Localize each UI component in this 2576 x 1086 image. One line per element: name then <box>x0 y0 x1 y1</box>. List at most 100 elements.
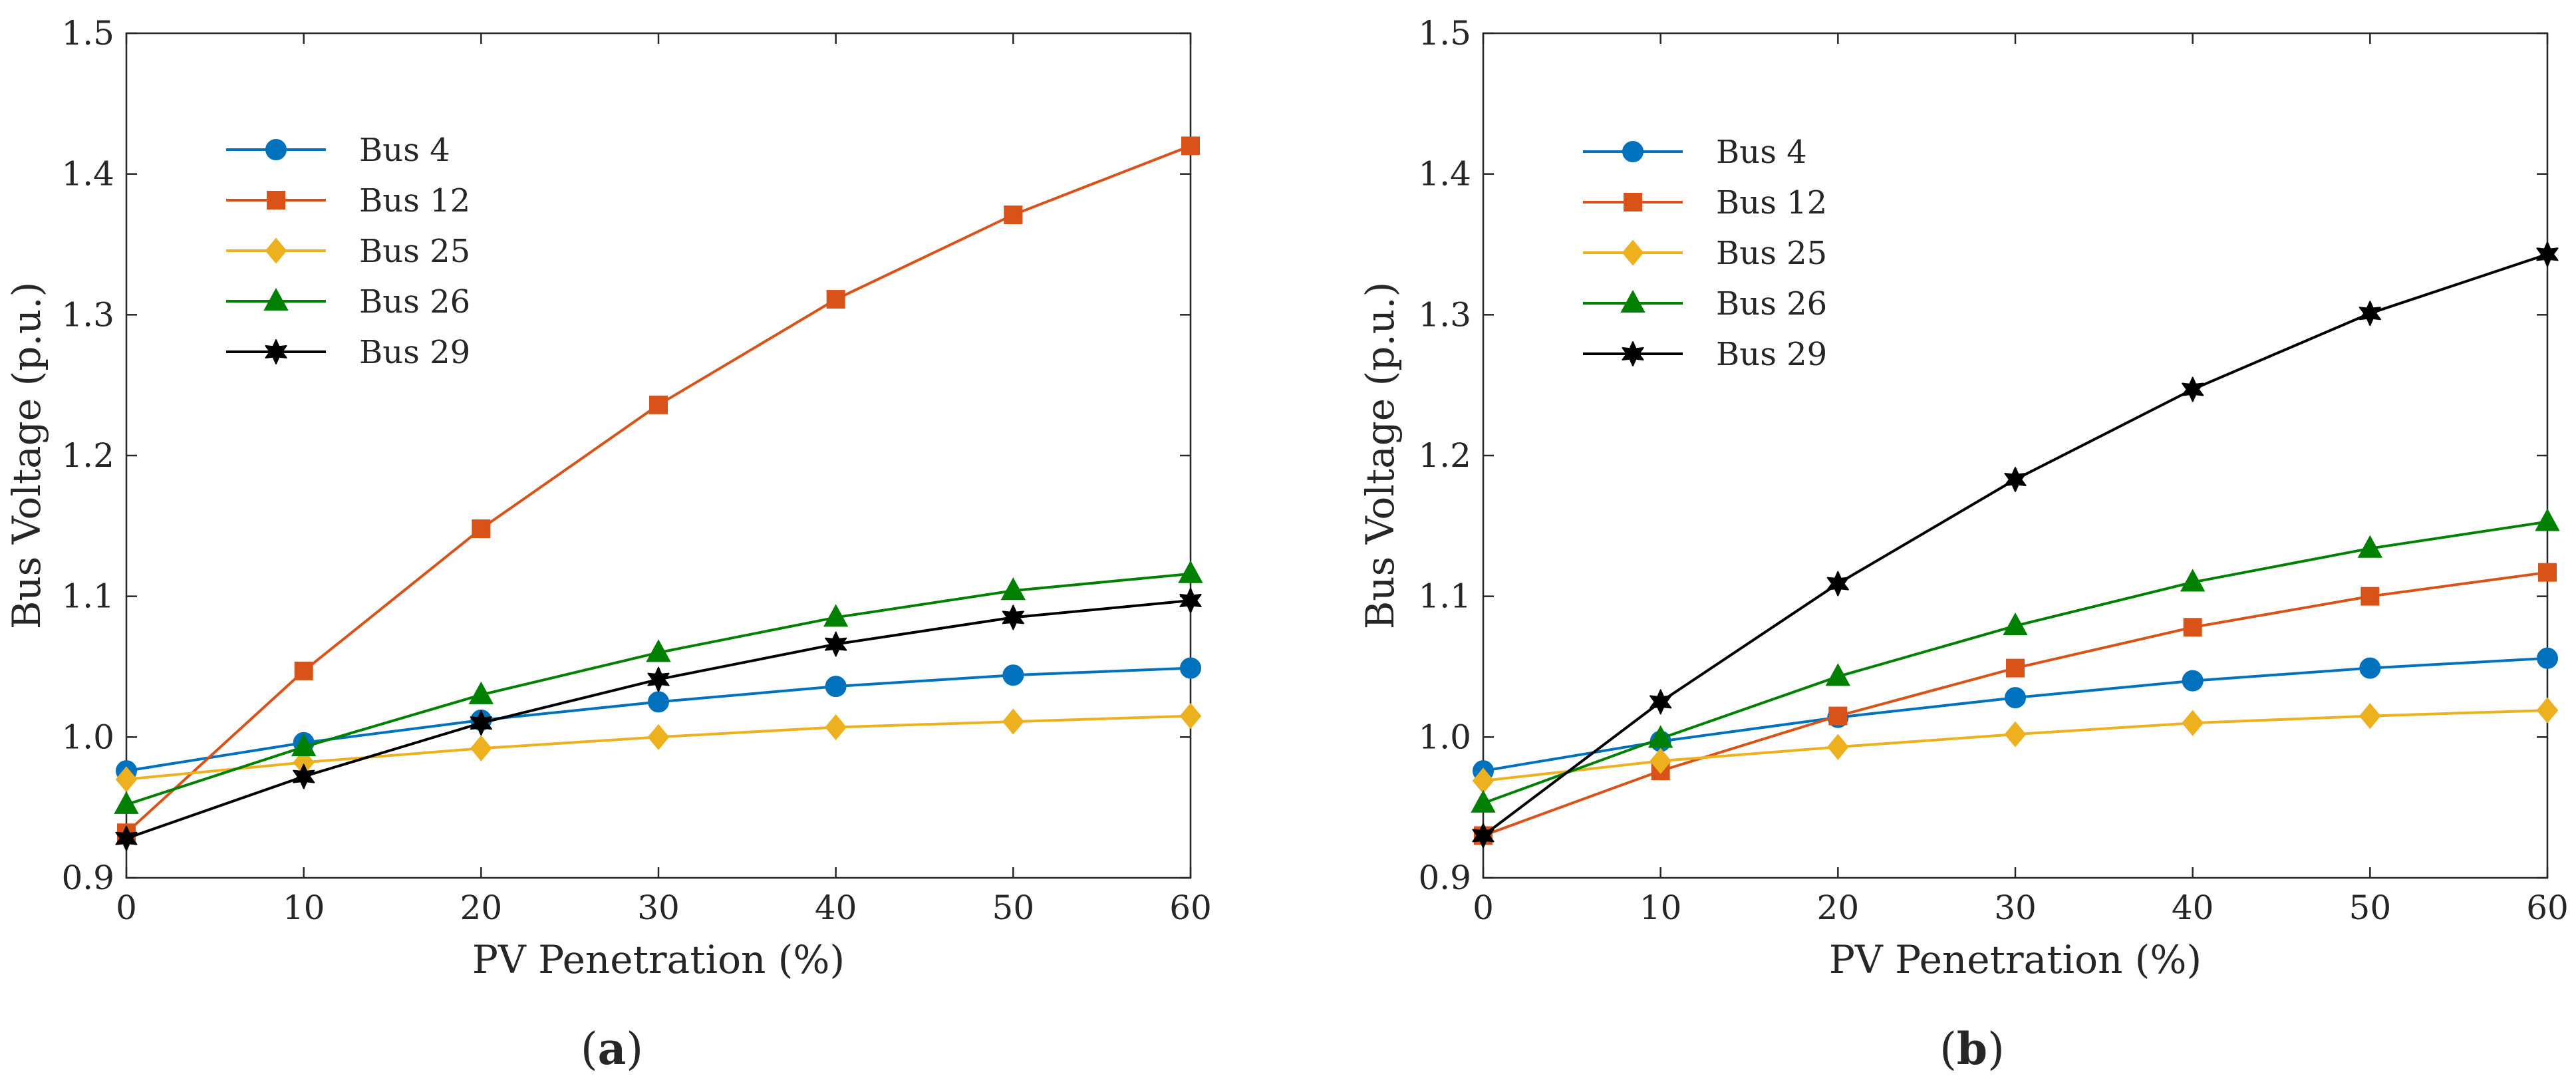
data-point <box>2359 657 2381 679</box>
data-point <box>2536 241 2559 267</box>
legend-marker <box>1622 141 1644 162</box>
data-point <box>2180 569 2206 592</box>
y-tick-label: 1.0 <box>1418 718 1471 756</box>
y-tick-label: 1.0 <box>61 718 114 756</box>
legend-marker <box>267 191 285 209</box>
data-point <box>2004 721 2027 747</box>
data-point <box>2538 563 2557 582</box>
series-bus-25 <box>1472 697 2559 794</box>
data-point <box>2182 670 2204 692</box>
x-tick-label: 20 <box>460 888 503 927</box>
x-tick-label: 0 <box>116 888 137 927</box>
data-point <box>1181 136 1200 156</box>
caption-open: ( <box>1939 1023 1957 1075</box>
data-point <box>826 290 845 309</box>
caption-letter: b <box>1957 1023 1987 1075</box>
data-point <box>825 631 847 657</box>
legend-marker <box>263 287 289 311</box>
data-point <box>1179 588 1202 613</box>
data-point <box>2003 612 2028 636</box>
data-point <box>1647 725 1673 748</box>
data-point <box>823 604 849 627</box>
x-tick-label: 0 <box>1473 888 1494 927</box>
y-axis-title: Bus Voltage (p.u.) <box>4 282 49 630</box>
data-point <box>647 724 670 750</box>
x-axis-title: PV Penetration (%) <box>1829 937 2202 982</box>
data-point <box>470 710 492 736</box>
caption-close: ) <box>626 1023 643 1075</box>
y-tick-label: 1.4 <box>61 155 114 194</box>
plot-frame <box>125 32 1192 879</box>
x-tick-label: 30 <box>1994 888 2037 927</box>
x-tick-label: 60 <box>1169 888 1212 927</box>
data-point <box>1000 577 1026 601</box>
legend: Bus 4 Bus 12 Bus 25 Bus 26 Bus 29 <box>226 132 470 371</box>
series-bus-25 <box>115 703 1202 793</box>
data-point <box>1002 664 1024 686</box>
legend-marker <box>265 139 287 160</box>
series-bus-26 <box>1471 508 2560 813</box>
x-tick-label: 40 <box>2172 888 2214 927</box>
panel-caption: (b) <box>1939 1023 2005 1075</box>
data-point <box>2182 376 2204 402</box>
x-tick-label: 10 <box>283 888 325 927</box>
data-point <box>2536 697 2559 724</box>
data-point <box>1472 823 1495 849</box>
data-point <box>115 825 138 851</box>
data-point <box>1827 734 1849 760</box>
legend-label: Bus 26 <box>1716 285 1827 323</box>
plot-frame <box>1482 32 2549 879</box>
series-bus-26 <box>114 560 1203 814</box>
data-point <box>2359 301 2381 327</box>
y-tick-label: 0.9 <box>61 859 114 897</box>
x-tick-label: 20 <box>1817 888 1860 927</box>
caption-close: ) <box>1987 1023 2005 1075</box>
legend-marker <box>265 237 287 264</box>
data-point <box>647 666 670 692</box>
data-point <box>293 763 315 789</box>
x-tick-label: 30 <box>637 888 680 927</box>
data-point <box>1180 657 1201 679</box>
data-point <box>2004 467 2027 492</box>
y-tick-label: 1.4 <box>1418 155 1471 194</box>
legend-marker <box>1624 193 1642 211</box>
y-tick-label: 1.2 <box>1418 436 1471 475</box>
legend-marker <box>1622 341 1644 366</box>
data-point <box>2183 618 2202 637</box>
legend-label: Bus 4 <box>359 132 450 169</box>
y-tick-label: 1.2 <box>61 436 114 475</box>
data-point <box>2006 658 2025 678</box>
y-tick-label: 1.1 <box>61 577 114 616</box>
y-tick-label: 1.5 <box>1418 14 1471 53</box>
data-point <box>2361 587 2380 606</box>
data-point <box>1002 708 1024 735</box>
data-point <box>648 691 669 713</box>
legend-label: Bus 12 <box>359 182 470 219</box>
data-point <box>2357 535 2383 558</box>
data-point <box>1179 703 1202 730</box>
legend-label: Bus 29 <box>359 334 470 371</box>
data-point <box>2537 647 2558 669</box>
y-tick-label: 1.3 <box>61 295 114 334</box>
data-point <box>294 661 313 680</box>
legend-marker <box>1622 239 1644 266</box>
data-point <box>2535 508 2560 531</box>
y-tick-label: 0.9 <box>1418 859 1471 897</box>
legend-marker <box>265 339 287 364</box>
data-point <box>825 676 847 698</box>
caption-open: ( <box>581 1023 598 1075</box>
chart-panel: 0 10 20 30 40 50 60 0.9 1.0 1.1 1.2 1.3 1.4 1.5 PV Pen… <box>1358 14 2569 1075</box>
data-point <box>114 791 139 814</box>
data-point <box>1826 571 1849 597</box>
data-point <box>470 735 492 761</box>
x-tick-label: 60 <box>2526 888 2569 927</box>
legend-label: Bus 25 <box>359 233 470 270</box>
legend-label: Bus 29 <box>1716 336 1827 373</box>
data-point <box>1471 789 1496 813</box>
series-bus-29 <box>1472 241 2559 849</box>
y-tick-label: 1.5 <box>61 14 114 53</box>
y-tick-label: 1.1 <box>1418 577 1471 616</box>
legend-label: Bus 26 <box>359 283 470 321</box>
series-line <box>126 599 1191 840</box>
